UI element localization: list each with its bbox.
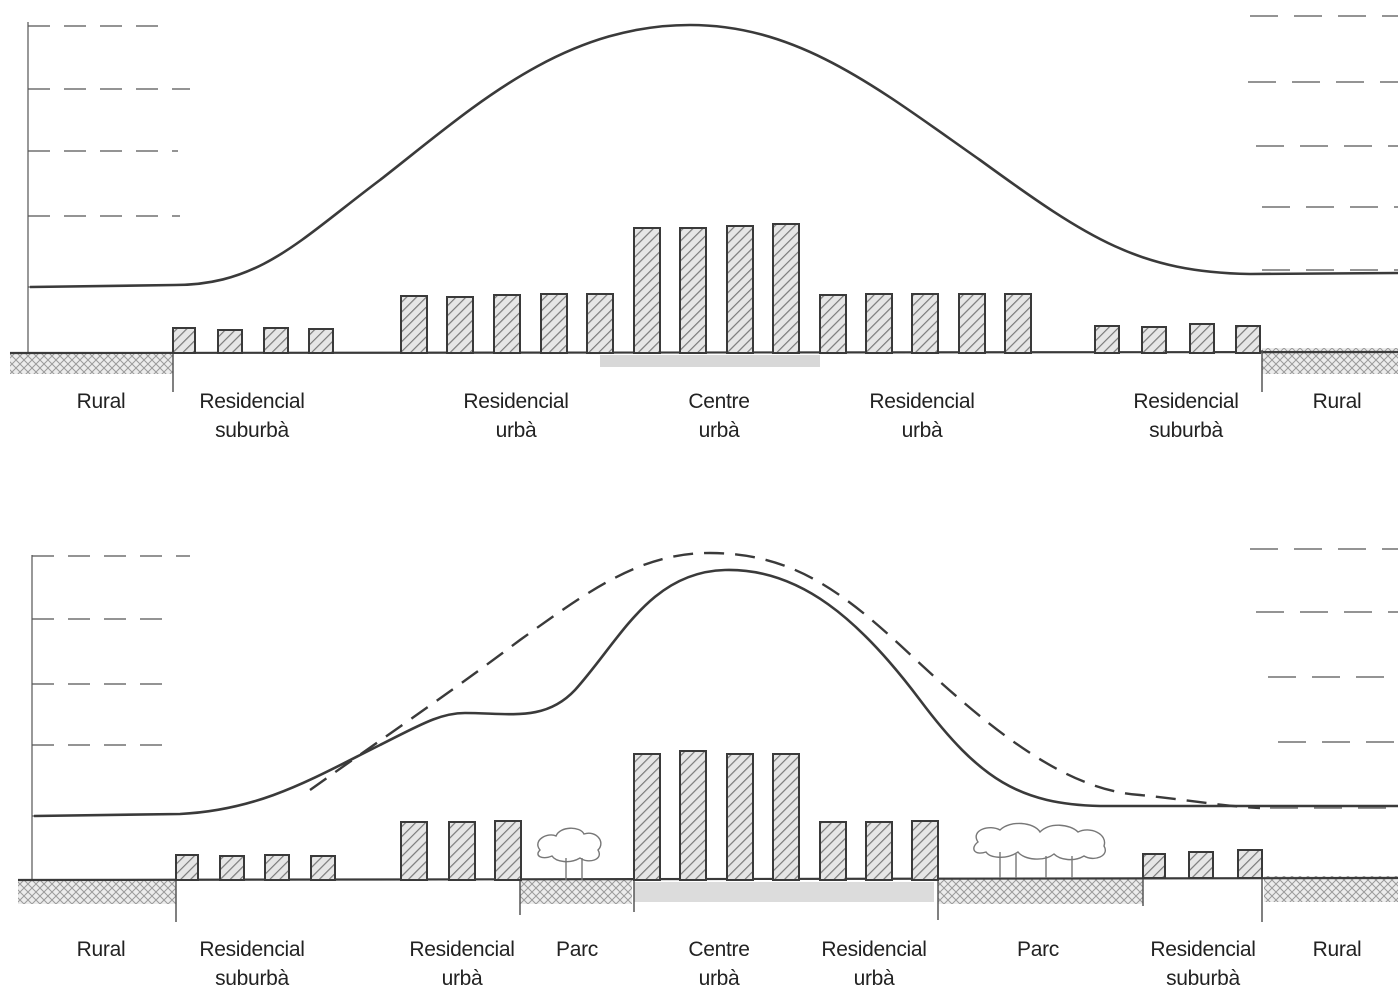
top-buildings-suburban-left [172,327,334,354]
bottom-ground-right [1264,876,1398,902]
bottom-buildings-suburban-left [175,854,336,881]
bottom-diagram [17,548,1398,922]
top-label-urban-right: Residencial urbà [869,390,975,442]
top-ground-shadow [600,355,820,367]
bottom-reference-curve-dashed [309,551,1261,810]
bottom-label-suburban-right: Residencial suburbà [1150,938,1256,990]
bottom-label-park-left: Parc [556,938,598,961]
top-diagram [9,15,1398,392]
bottom-label-park-right: Parc [1017,938,1059,961]
bottom-buildings-suburban-right [1142,849,1263,879]
bottom-ground-shadow [634,882,934,902]
top-label-urban-left: Residencial urbà [463,390,569,442]
bottom-temperature-curve [33,568,1398,818]
top-temperature-curve [29,23,1398,289]
bottom-buildings-urban-right [819,820,939,881]
bottom-label-centre: Centre urbà [688,938,750,990]
top-ground-left [10,352,173,374]
bottom-right-ticks [1250,548,1398,809]
top-label-suburban-right: Residencial suburbà [1133,390,1239,442]
bottom-label-suburban-left: Residencial suburbà [199,938,305,990]
bottom-label-urban-right: Residencial urbà [821,938,927,990]
bottom-buildings-centre [633,750,800,881]
bottom-label-rural-right: Rural [1312,938,1362,961]
bottom-label-rural-left: Rural [76,938,126,961]
top-label-centre: Centre urbà [688,390,750,442]
bottom-ground-left [18,880,176,904]
bottom-buildings-urban-left [400,820,522,881]
top-buildings-centre [633,223,800,354]
top-buildings-suburban-right [1094,323,1261,354]
bottom-ground-park-left [520,880,632,904]
bottom-ground-park-right [938,878,1143,904]
park-trees-right [973,822,1106,878]
bottom-label-urban-left: Residencial urbà [409,938,515,990]
top-label-suburban-left: Residencial suburbà [199,390,305,442]
top-right-ticks [1248,15,1398,271]
top-label-rural-right: Rural [1312,390,1362,413]
bottom-left-ticks [32,555,190,817]
top-buildings-urban-right [819,293,1032,354]
top-left-ticks [28,25,190,288]
bottom-ground-line [17,876,1398,882]
park-trees-left [537,827,602,880]
top-label-rural-left: Rural [76,390,126,413]
top-buildings-urban-left [400,293,614,354]
